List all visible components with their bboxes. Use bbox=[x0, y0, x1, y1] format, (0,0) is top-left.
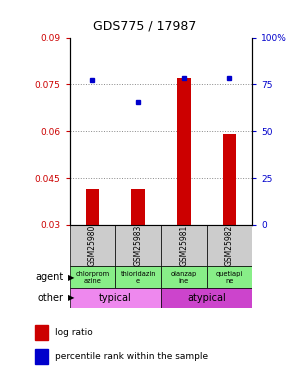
Text: GSM25981: GSM25981 bbox=[179, 225, 188, 266]
Bar bbox=[86, 189, 99, 225]
Text: quetiapi
ne: quetiapi ne bbox=[216, 271, 243, 284]
Text: atypical: atypical bbox=[187, 293, 226, 303]
Text: percentile rank within the sample: percentile rank within the sample bbox=[55, 352, 208, 361]
Bar bbox=[161, 225, 206, 266]
Bar bbox=[70, 266, 115, 288]
Bar bbox=[115, 225, 161, 266]
Text: thioridazin
e: thioridazin e bbox=[120, 271, 156, 284]
Bar bbox=[206, 225, 252, 266]
Bar bbox=[70, 225, 115, 266]
Bar bbox=[161, 288, 252, 308]
Text: chlorprom
azine: chlorprom azine bbox=[75, 271, 110, 284]
Text: agent: agent bbox=[36, 272, 64, 282]
Text: log ratio: log ratio bbox=[55, 328, 93, 337]
Bar bbox=[177, 78, 191, 225]
Bar bbox=[161, 266, 206, 288]
Bar bbox=[115, 266, 161, 288]
Text: other: other bbox=[38, 293, 64, 303]
Bar bbox=[35, 349, 48, 364]
Text: ▶: ▶ bbox=[68, 293, 75, 302]
Bar bbox=[131, 189, 145, 225]
Text: GDS775 / 17987: GDS775 / 17987 bbox=[93, 20, 197, 33]
Bar bbox=[206, 266, 252, 288]
Bar bbox=[223, 134, 236, 225]
Bar bbox=[35, 325, 48, 340]
Text: ▶: ▶ bbox=[68, 273, 75, 282]
Text: GSM25982: GSM25982 bbox=[225, 225, 234, 266]
Text: GSM25980: GSM25980 bbox=[88, 225, 97, 266]
Bar bbox=[70, 288, 161, 308]
Text: typical: typical bbox=[99, 293, 132, 303]
Text: GSM25983: GSM25983 bbox=[134, 225, 143, 266]
Text: olanzap
ine: olanzap ine bbox=[171, 271, 197, 284]
